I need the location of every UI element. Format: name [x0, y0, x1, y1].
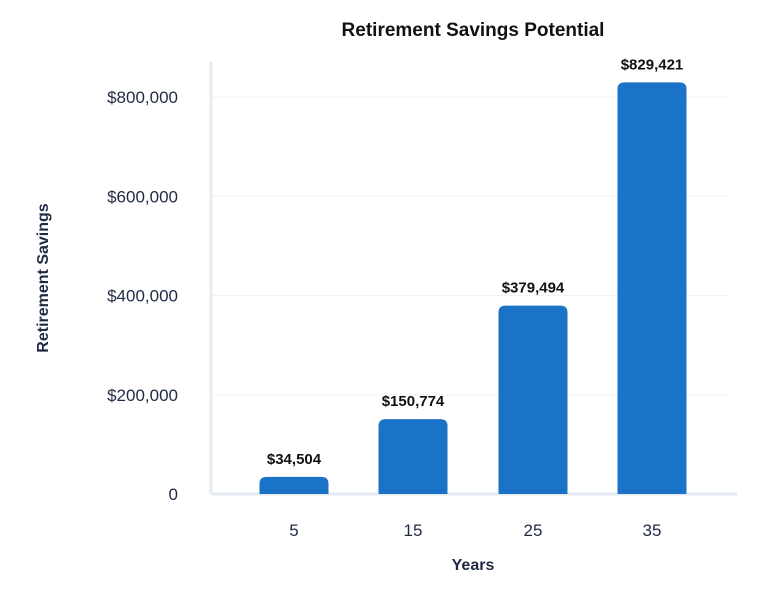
y-tick-label: $800,000 [107, 88, 178, 107]
bar-15 [378, 419, 448, 494]
y-tick-label: 0 [169, 485, 178, 504]
x-tick-label: 5 [289, 521, 298, 540]
bar-35 [617, 82, 687, 494]
y-tick-label: $400,000 [107, 287, 178, 306]
y-axis-label: Retirement Savings [35, 203, 52, 352]
data-label: $379,494 [502, 280, 565, 297]
y-tick-label: $200,000 [107, 386, 178, 405]
bar-25 [498, 305, 568, 494]
y-tick-labels: 0 $200,000 $400,000 $600,000 $800,000 [107, 88, 178, 504]
chart-title: Retirement Savings Potential [342, 20, 605, 41]
x-tick-label: 15 [404, 521, 423, 540]
x-tick-labels: 5 15 25 35 [289, 521, 661, 540]
y-tick-label: $600,000 [107, 187, 178, 206]
data-labels: $34,504 $150,774 $379,494 $829,421 [267, 56, 683, 467]
x-tick-label: 35 [643, 521, 662, 540]
data-label: $34,504 [267, 451, 322, 468]
x-axis-label: Years [452, 557, 495, 574]
data-label: $150,774 [382, 393, 445, 410]
data-label: $829,421 [621, 56, 684, 73]
bar-5 [259, 476, 329, 494]
bars [259, 82, 687, 494]
x-tick-label: 25 [524, 521, 543, 540]
